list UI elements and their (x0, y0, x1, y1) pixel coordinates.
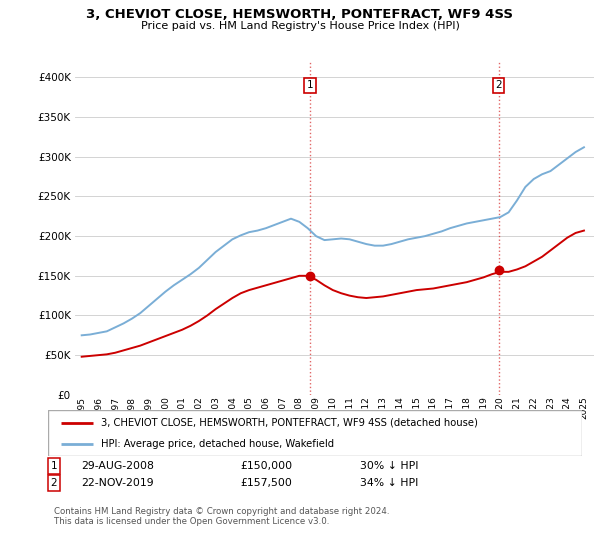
Text: £157,500: £157,500 (240, 478, 292, 488)
Text: 3, CHEVIOT CLOSE, HEMSWORTH, PONTEFRACT, WF9 4SS: 3, CHEVIOT CLOSE, HEMSWORTH, PONTEFRACT,… (86, 8, 514, 21)
Text: Contains HM Land Registry data © Crown copyright and database right 2024.
This d: Contains HM Land Registry data © Crown c… (54, 507, 389, 526)
Text: 2: 2 (495, 81, 502, 90)
Text: 1: 1 (307, 81, 314, 90)
Text: 34% ↓ HPI: 34% ↓ HPI (360, 478, 418, 488)
Text: Price paid vs. HM Land Registry's House Price Index (HPI): Price paid vs. HM Land Registry's House … (140, 21, 460, 31)
Text: 3, CHEVIOT CLOSE, HEMSWORTH, PONTEFRACT, WF9 4SS (detached house): 3, CHEVIOT CLOSE, HEMSWORTH, PONTEFRACT,… (101, 418, 478, 428)
Text: 30% ↓ HPI: 30% ↓ HPI (360, 461, 419, 471)
Text: HPI: Average price, detached house, Wakefield: HPI: Average price, detached house, Wake… (101, 439, 335, 449)
Text: 29-AUG-2008: 29-AUG-2008 (81, 461, 154, 471)
Text: 1: 1 (50, 461, 58, 471)
Text: 22-NOV-2019: 22-NOV-2019 (81, 478, 154, 488)
Text: 2: 2 (50, 478, 58, 488)
Text: £150,000: £150,000 (240, 461, 292, 471)
